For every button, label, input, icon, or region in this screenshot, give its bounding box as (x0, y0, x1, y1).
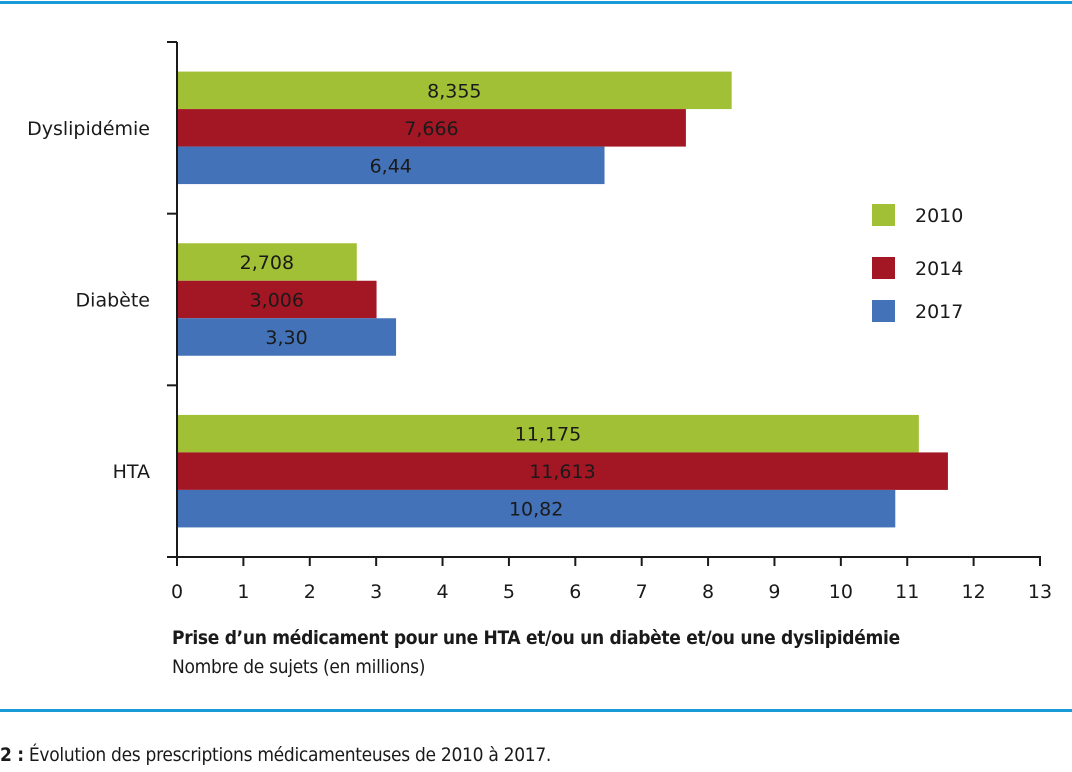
x-tick-label: 4 (436, 581, 448, 603)
x-tick-label: 0 (171, 581, 183, 603)
data-label: 3,30 (265, 327, 307, 349)
top-rule (0, 1, 1072, 4)
bar-2010-0 (178, 71, 732, 110)
bar-2014-0 (178, 109, 686, 147)
data-label: 8,355 (427, 80, 481, 102)
x-tick-label: 6 (569, 581, 581, 603)
x-tick-label: 5 (503, 581, 515, 603)
x-tick-label: 3 (370, 581, 382, 603)
x-tick-label: 12 (962, 581, 986, 603)
x-tick-label: 13 (1028, 581, 1052, 603)
x-axis-subtitle: Nombre de sujets (en millions) (172, 656, 426, 678)
data-label: 10,82 (509, 499, 563, 521)
legend-label-2014: 2014 (915, 258, 963, 280)
legend-label-2017: 2017 (915, 301, 963, 323)
bar-labels-group: 8,355 7,666 6,44 2,708 3,006 3,30 11,175 11,613… (240, 80, 596, 520)
x-axis-title: Prise d’un médicament pour une HTA et/ou… (172, 627, 900, 649)
x-tick-label: 10 (829, 581, 853, 603)
category-label: Dyslipidémie (27, 118, 150, 140)
x-tick-label: 2 (304, 581, 316, 603)
x-tick-label: 9 (768, 581, 780, 603)
category-label: Diabète (76, 290, 150, 312)
bar-2017-1 (178, 318, 397, 356)
bar-2010-1 (178, 243, 357, 281)
figure-caption: 2 : Évolution des prescriptions médicame… (0, 744, 551, 766)
bar-2010-2 (178, 414, 919, 453)
bars-group (178, 71, 948, 528)
legend-swatch-2017 (872, 300, 895, 322)
bar-2014-2 (178, 452, 948, 490)
legend-swatch-2010 (872, 204, 895, 226)
x-tick-label: 11 (895, 581, 919, 603)
x-tick-label: 1 (237, 581, 249, 603)
data-label: 6,44 (370, 155, 412, 177)
bar-2014-1 (178, 280, 377, 319)
bar-2017-0 (178, 146, 605, 185)
data-label: 3,006 (250, 290, 304, 312)
legend-swatch-2014 (872, 257, 895, 279)
data-label: 11,175 (515, 424, 581, 446)
data-label: 2,708 (240, 252, 294, 274)
legend: 2010 2014 2017 (872, 204, 963, 323)
caption-text: Évolution des prescriptions médicamenteu… (23, 744, 552, 766)
category-label: HTA (113, 461, 150, 483)
figure-number: 2 : (0, 744, 24, 766)
axes-group: 0 1 2 3 4 5 6 7 8 9 10 11 12 13 (167, 41, 1052, 603)
data-label: 7,666 (404, 118, 458, 140)
x-tick-label: 8 (702, 581, 714, 603)
data-label: 11,613 (529, 461, 595, 483)
bar-chart: 8,355 7,666 6,44 2,708 3,006 3,30 11,175 11,613… (27, 41, 1052, 603)
bottom-rule (0, 709, 1072, 712)
x-tick-label: 7 (636, 581, 648, 603)
bar-2017-2 (178, 489, 896, 528)
category-labels-group: Dyslipidémie Diabète HTA (27, 118, 150, 483)
legend-label-2010: 2010 (915, 205, 963, 227)
